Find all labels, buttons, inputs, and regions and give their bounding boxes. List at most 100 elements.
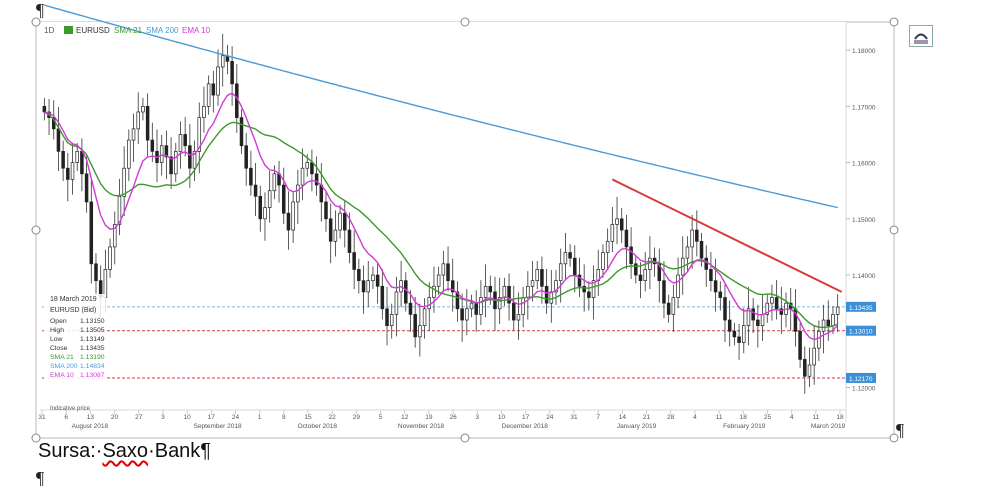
candle-down [66, 167, 70, 180]
candle-up [549, 291, 554, 304]
trendline [611, 178, 843, 293]
candle-up [338, 212, 342, 231]
y-tick-label: 1.12000 [852, 386, 876, 393]
candle-up [272, 173, 277, 192]
candle-down [361, 280, 366, 293]
info-row-value: 1.13435 [80, 345, 105, 352]
info-row-label: EMA 10 [50, 372, 74, 379]
x-tick-label: 3 [475, 414, 479, 421]
candle-up [643, 269, 647, 282]
candle-up [760, 314, 765, 327]
candle-down [249, 167, 253, 186]
x-month-label: December 2018 [502, 423, 549, 430]
candle-down [56, 128, 61, 152]
x-month-label: August 2018 [72, 423, 109, 430]
candle-up [202, 105, 206, 118]
candle-down [258, 195, 263, 220]
info-row-value: 1.13505 [80, 327, 105, 334]
x-tick-label: 19 [425, 414, 433, 421]
candle-up [605, 240, 610, 253]
x-tick-label: 14 [619, 414, 627, 421]
candle-down [587, 291, 591, 298]
candle-down [310, 162, 314, 175]
candle-up [441, 263, 446, 276]
candle-up [136, 111, 140, 130]
candle-down [662, 280, 666, 304]
x-tick-label: 3 [161, 414, 165, 421]
legend-ema10: EMA 10 [182, 26, 211, 35]
x-tick-label: 28 [667, 414, 675, 421]
candle-down [540, 269, 544, 287]
candle-down [164, 145, 169, 158]
info-row-value: 1.13087 [80, 372, 105, 379]
x-tick-label: 13 [87, 414, 95, 421]
x-tick-label: 25 [764, 414, 772, 421]
candle-down [404, 280, 408, 304]
y-tick-label: 1.16000 [852, 161, 876, 168]
candle-down [488, 285, 493, 293]
info-row-label: Close [50, 345, 68, 352]
candle-up [610, 224, 615, 242]
x-tick-label: 27 [135, 414, 143, 421]
candle-up [526, 285, 530, 298]
resize-handles[interactable] [31, 17, 899, 443]
indicator-lines [43, 4, 839, 341]
candle-down [188, 145, 192, 169]
candle-up [113, 224, 117, 248]
pilcrow-mark: ¶ [896, 420, 905, 440]
x-month-label: September 2018 [194, 423, 242, 430]
x-tick-label: 18 [740, 414, 748, 421]
info-date: 18 March 2019 [50, 296, 97, 303]
candle-up [216, 66, 220, 96]
candle-down [723, 297, 727, 321]
candle-up [770, 297, 774, 304]
candle-up [418, 325, 422, 338]
candle-down [573, 257, 577, 276]
candle-up [296, 184, 300, 203]
source-caption[interactable]: Sursa:·Saxo·Bank¶ [38, 440, 211, 463]
candle-up [685, 246, 690, 259]
candle-down [657, 263, 662, 282]
candle-down [42, 105, 47, 113]
y-axis-ticks: 1.18000 1.17000 1.16000 1.15000 1.14000 1.120… [846, 48, 876, 393]
candle-down [695, 229, 699, 242]
x-tick-label: 6 [64, 414, 68, 421]
candle-up [483, 285, 488, 298]
candle-up [535, 269, 539, 282]
info-row-value: 1.13190 [80, 354, 105, 361]
candle-down [61, 150, 65, 169]
price-tag [846, 325, 876, 336]
x-tick-label: 31 [570, 414, 578, 421]
candle-up [530, 280, 535, 287]
candle-down [779, 308, 784, 315]
candle-down [619, 218, 624, 231]
x-tick-label: 10 [498, 414, 506, 421]
candle-down [798, 330, 802, 360]
instrument-flag-icon [64, 26, 73, 34]
candle-down [577, 274, 582, 287]
candle-up [615, 218, 619, 225]
candle-up [70, 162, 75, 180]
candle-down [826, 319, 831, 327]
x-tick-label: 31 [38, 414, 46, 421]
ema10-line [44, 92, 839, 341]
candle-up [131, 128, 136, 141]
x-tick-label: 24 [546, 414, 554, 421]
price-tags: 1.13435 1.13010 1.12170 [846, 301, 876, 383]
candle-down [727, 319, 732, 332]
timeframe-label: 1D [44, 26, 54, 35]
horizontal-levels [42, 306, 846, 379]
candle-down [774, 297, 779, 310]
candle-down [582, 285, 586, 293]
candle-down [629, 246, 633, 265]
candle-up [206, 83, 211, 107]
legend-sma200: SMA 200 [146, 26, 179, 35]
x-tick-label: 4 [693, 414, 697, 421]
candle-down [347, 229, 352, 253]
candle-up [366, 280, 370, 293]
y-tick-label: 1.18000 [852, 48, 876, 55]
candle-down [455, 291, 460, 310]
layout-options-button[interactable] [909, 25, 933, 47]
x-tick-label: 20 [111, 414, 119, 421]
